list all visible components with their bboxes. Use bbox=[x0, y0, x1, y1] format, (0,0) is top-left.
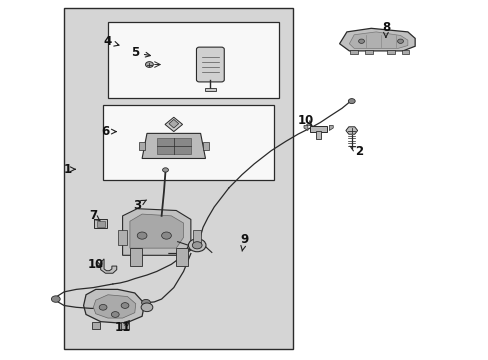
FancyBboxPatch shape bbox=[139, 142, 144, 149]
FancyBboxPatch shape bbox=[94, 219, 107, 228]
Circle shape bbox=[192, 242, 202, 249]
Circle shape bbox=[141, 303, 153, 312]
Polygon shape bbox=[130, 248, 142, 266]
Text: 9: 9 bbox=[240, 233, 248, 251]
Circle shape bbox=[121, 303, 129, 309]
Circle shape bbox=[347, 99, 354, 104]
Polygon shape bbox=[130, 214, 183, 248]
Text: 10: 10 bbox=[297, 114, 313, 127]
Text: 4: 4 bbox=[103, 35, 119, 49]
FancyBboxPatch shape bbox=[121, 322, 129, 329]
Polygon shape bbox=[168, 120, 178, 128]
Circle shape bbox=[188, 239, 205, 252]
FancyBboxPatch shape bbox=[316, 131, 321, 139]
Circle shape bbox=[162, 168, 168, 172]
Circle shape bbox=[111, 312, 119, 318]
Text: 3: 3 bbox=[133, 199, 146, 212]
FancyBboxPatch shape bbox=[97, 221, 104, 226]
FancyBboxPatch shape bbox=[204, 88, 216, 91]
Circle shape bbox=[142, 300, 150, 306]
FancyBboxPatch shape bbox=[401, 50, 408, 54]
FancyBboxPatch shape bbox=[364, 50, 372, 54]
Polygon shape bbox=[83, 289, 144, 323]
Text: 11: 11 bbox=[114, 320, 130, 333]
FancyBboxPatch shape bbox=[203, 142, 208, 149]
Text: 2: 2 bbox=[349, 145, 363, 158]
Text: 7: 7 bbox=[89, 210, 100, 222]
Circle shape bbox=[51, 296, 60, 302]
Text: 10: 10 bbox=[87, 258, 103, 271]
Text: 8: 8 bbox=[381, 21, 389, 37]
Text: 1: 1 bbox=[64, 163, 75, 176]
FancyBboxPatch shape bbox=[64, 8, 293, 348]
Polygon shape bbox=[122, 209, 190, 255]
Circle shape bbox=[397, 39, 403, 43]
Polygon shape bbox=[93, 295, 136, 318]
Polygon shape bbox=[304, 126, 307, 131]
Text: 5: 5 bbox=[130, 46, 150, 59]
FancyBboxPatch shape bbox=[108, 22, 278, 98]
Polygon shape bbox=[348, 32, 407, 48]
Text: 6: 6 bbox=[101, 125, 116, 138]
Circle shape bbox=[145, 62, 153, 67]
Circle shape bbox=[358, 39, 364, 43]
FancyBboxPatch shape bbox=[309, 126, 327, 132]
FancyBboxPatch shape bbox=[92, 322, 100, 329]
Polygon shape bbox=[176, 248, 188, 266]
FancyBboxPatch shape bbox=[196, 47, 224, 82]
Polygon shape bbox=[339, 28, 414, 51]
Circle shape bbox=[99, 305, 107, 310]
Circle shape bbox=[137, 232, 147, 239]
Polygon shape bbox=[118, 230, 127, 244]
FancyBboxPatch shape bbox=[103, 105, 273, 180]
Polygon shape bbox=[101, 259, 117, 273]
Polygon shape bbox=[157, 138, 190, 154]
Polygon shape bbox=[164, 117, 182, 132]
FancyBboxPatch shape bbox=[349, 50, 357, 54]
Polygon shape bbox=[345, 127, 357, 134]
Polygon shape bbox=[193, 230, 200, 244]
Polygon shape bbox=[329, 126, 332, 131]
FancyBboxPatch shape bbox=[386, 50, 394, 54]
Polygon shape bbox=[142, 134, 205, 158]
Circle shape bbox=[161, 232, 171, 239]
